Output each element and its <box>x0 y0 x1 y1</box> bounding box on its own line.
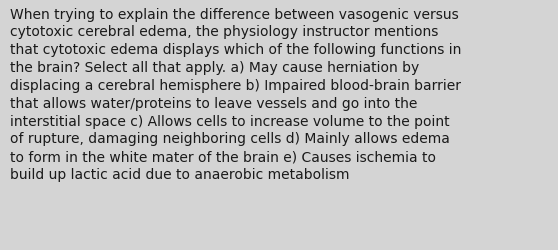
Text: When trying to explain the difference between vasogenic versus
cytotoxic cerebra: When trying to explain the difference be… <box>10 8 461 182</box>
